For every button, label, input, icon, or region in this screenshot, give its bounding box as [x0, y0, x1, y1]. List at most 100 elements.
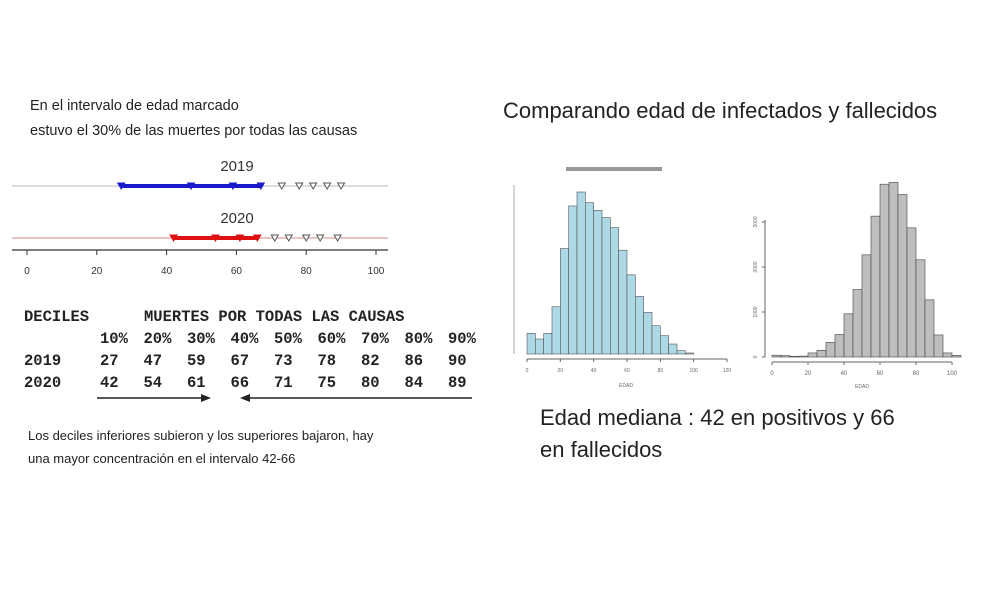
median-text: Edad mediana : 42 en positivos y 66 en f… — [540, 402, 895, 466]
x-tick-label: 80 — [913, 371, 920, 377]
histogram-bar — [660, 335, 669, 355]
decile-value: 42 — [100, 374, 119, 392]
table-row: 2019 27 47 59 67 73 78 82 86 90 — [24, 350, 492, 372]
decile-value: 90 — [448, 352, 467, 370]
histogram-bar — [576, 191, 586, 355]
x-tick-label: 0 — [770, 371, 774, 377]
histogram-bar — [780, 355, 791, 358]
x-tick-label: 0 — [24, 266, 30, 277]
x-axis-label: EDAD — [619, 383, 633, 389]
table-header-row: 10% 20% 30% 40% 50% 60% 70% 80% 90% — [24, 328, 492, 350]
decile-marker — [228, 182, 238, 190]
decile-marker — [235, 234, 245, 242]
x-tick-label: 100 — [689, 368, 698, 374]
table-title-right: MUERTES POR TODAS LAS CAUSAS — [144, 308, 405, 326]
histogram-bar — [643, 312, 653, 355]
histogram-bar — [551, 306, 561, 355]
decile-marker — [336, 182, 346, 190]
x-tick-label: 40 — [841, 371, 848, 377]
x-tick-label: 60 — [877, 371, 884, 377]
histogram-bar — [626, 274, 636, 355]
histogram-bar — [771, 354, 782, 358]
decile-marker — [252, 234, 262, 242]
y-tick-label: 2000 — [753, 261, 759, 272]
histogram-bar — [843, 313, 854, 358]
histogram-bar — [543, 333, 553, 355]
decile-value: 84 — [404, 374, 424, 392]
y-tick-label: 0 — [753, 355, 759, 358]
histogram-bar — [888, 182, 899, 358]
histogram-bar — [879, 183, 890, 358]
histogram-bar — [924, 299, 935, 358]
median-line-1: Edad mediana : 42 en positivos y 66 — [540, 405, 895, 430]
histogram-bar — [825, 342, 836, 358]
histogram-bar — [906, 227, 917, 358]
decile-marker — [277, 182, 287, 190]
x-tick-label: 120 — [723, 368, 732, 374]
histogram-bar — [526, 333, 536, 355]
histogram-bar — [610, 227, 619, 355]
decile-value: 73 — [274, 352, 293, 370]
x-tick-label: 20 — [558, 368, 564, 374]
decile-header: 90% — [448, 330, 476, 348]
decile-value: 78 — [317, 352, 337, 370]
decile-marker — [284, 234, 294, 242]
histogram-bar — [852, 289, 863, 358]
intro-line-2: estuvo el 30% de las muertes por todas l… — [30, 123, 358, 139]
table-title-row: DECILES MUERTES POR TODAS LAS CAUSAS — [24, 306, 492, 328]
histogram-bar — [668, 343, 678, 355]
decile-value: 75 — [317, 374, 337, 392]
x-tick-label: 20 — [805, 371, 812, 377]
histogram-bar — [635, 296, 644, 355]
table-row: 2020 42 54 61 66 71 75 80 84 89 — [24, 372, 492, 394]
histogram-bar — [789, 356, 800, 358]
row-label: 2020 — [24, 374, 62, 392]
right-arrow-head — [201, 394, 211, 402]
histogram-bar — [601, 217, 611, 355]
intro-text: En el intervalo de edad marcado estuvo e… — [30, 94, 357, 144]
decile-marker — [186, 182, 196, 190]
decile-marker — [315, 234, 325, 242]
histogram-bar — [798, 355, 809, 358]
decile-value: 89 — [448, 374, 467, 392]
histogram-bar — [807, 352, 818, 358]
chart-title — [566, 167, 662, 171]
histogram-bar — [685, 352, 694, 355]
decile-header: 30% — [187, 330, 215, 348]
decile-value: 82 — [361, 352, 380, 370]
median-line-2: en fallecidos — [540, 437, 663, 462]
decile-header: 20% — [143, 330, 172, 348]
histogram-bar — [933, 334, 944, 358]
x-tick-label: 60 — [231, 266, 243, 277]
x-tick-label: 100 — [947, 371, 958, 377]
histogram-bar — [585, 202, 594, 355]
decile-value: 54 — [143, 374, 163, 392]
decile-marker — [308, 182, 318, 190]
series-label: 2019 — [220, 158, 253, 175]
decile-header: 60% — [317, 330, 346, 348]
decile-header: 70% — [361, 330, 389, 348]
decile-value: 67 — [230, 352, 250, 370]
x-tick-label: 60 — [624, 368, 630, 374]
histogram-bar — [535, 338, 544, 355]
histogram-bar — [942, 352, 953, 358]
histogram-bar — [861, 254, 872, 358]
histogram-bar — [618, 249, 628, 355]
row-label: 2019 — [24, 352, 62, 370]
table-title-left: DECILES — [24, 308, 90, 326]
x-tick-label: 20 — [91, 266, 103, 277]
decile-marker — [270, 234, 280, 242]
x-tick-label: 80 — [658, 368, 664, 374]
footer-text: Los deciles inferiores subieron y los su… — [28, 424, 373, 470]
decile-value: 80 — [361, 374, 380, 392]
decile-value: 66 — [230, 374, 250, 392]
decile-value: 47 — [143, 352, 163, 370]
histogram-bar — [870, 215, 881, 358]
y-tick-label: 1000 — [753, 306, 759, 317]
x-tick-label: 40 — [591, 368, 597, 374]
decile-value: 59 — [187, 352, 206, 370]
decile-value: 61 — [187, 374, 206, 392]
decile-header: 10% — [100, 330, 128, 348]
intro-line-1: En el intervalo de edad marcado — [30, 98, 239, 114]
